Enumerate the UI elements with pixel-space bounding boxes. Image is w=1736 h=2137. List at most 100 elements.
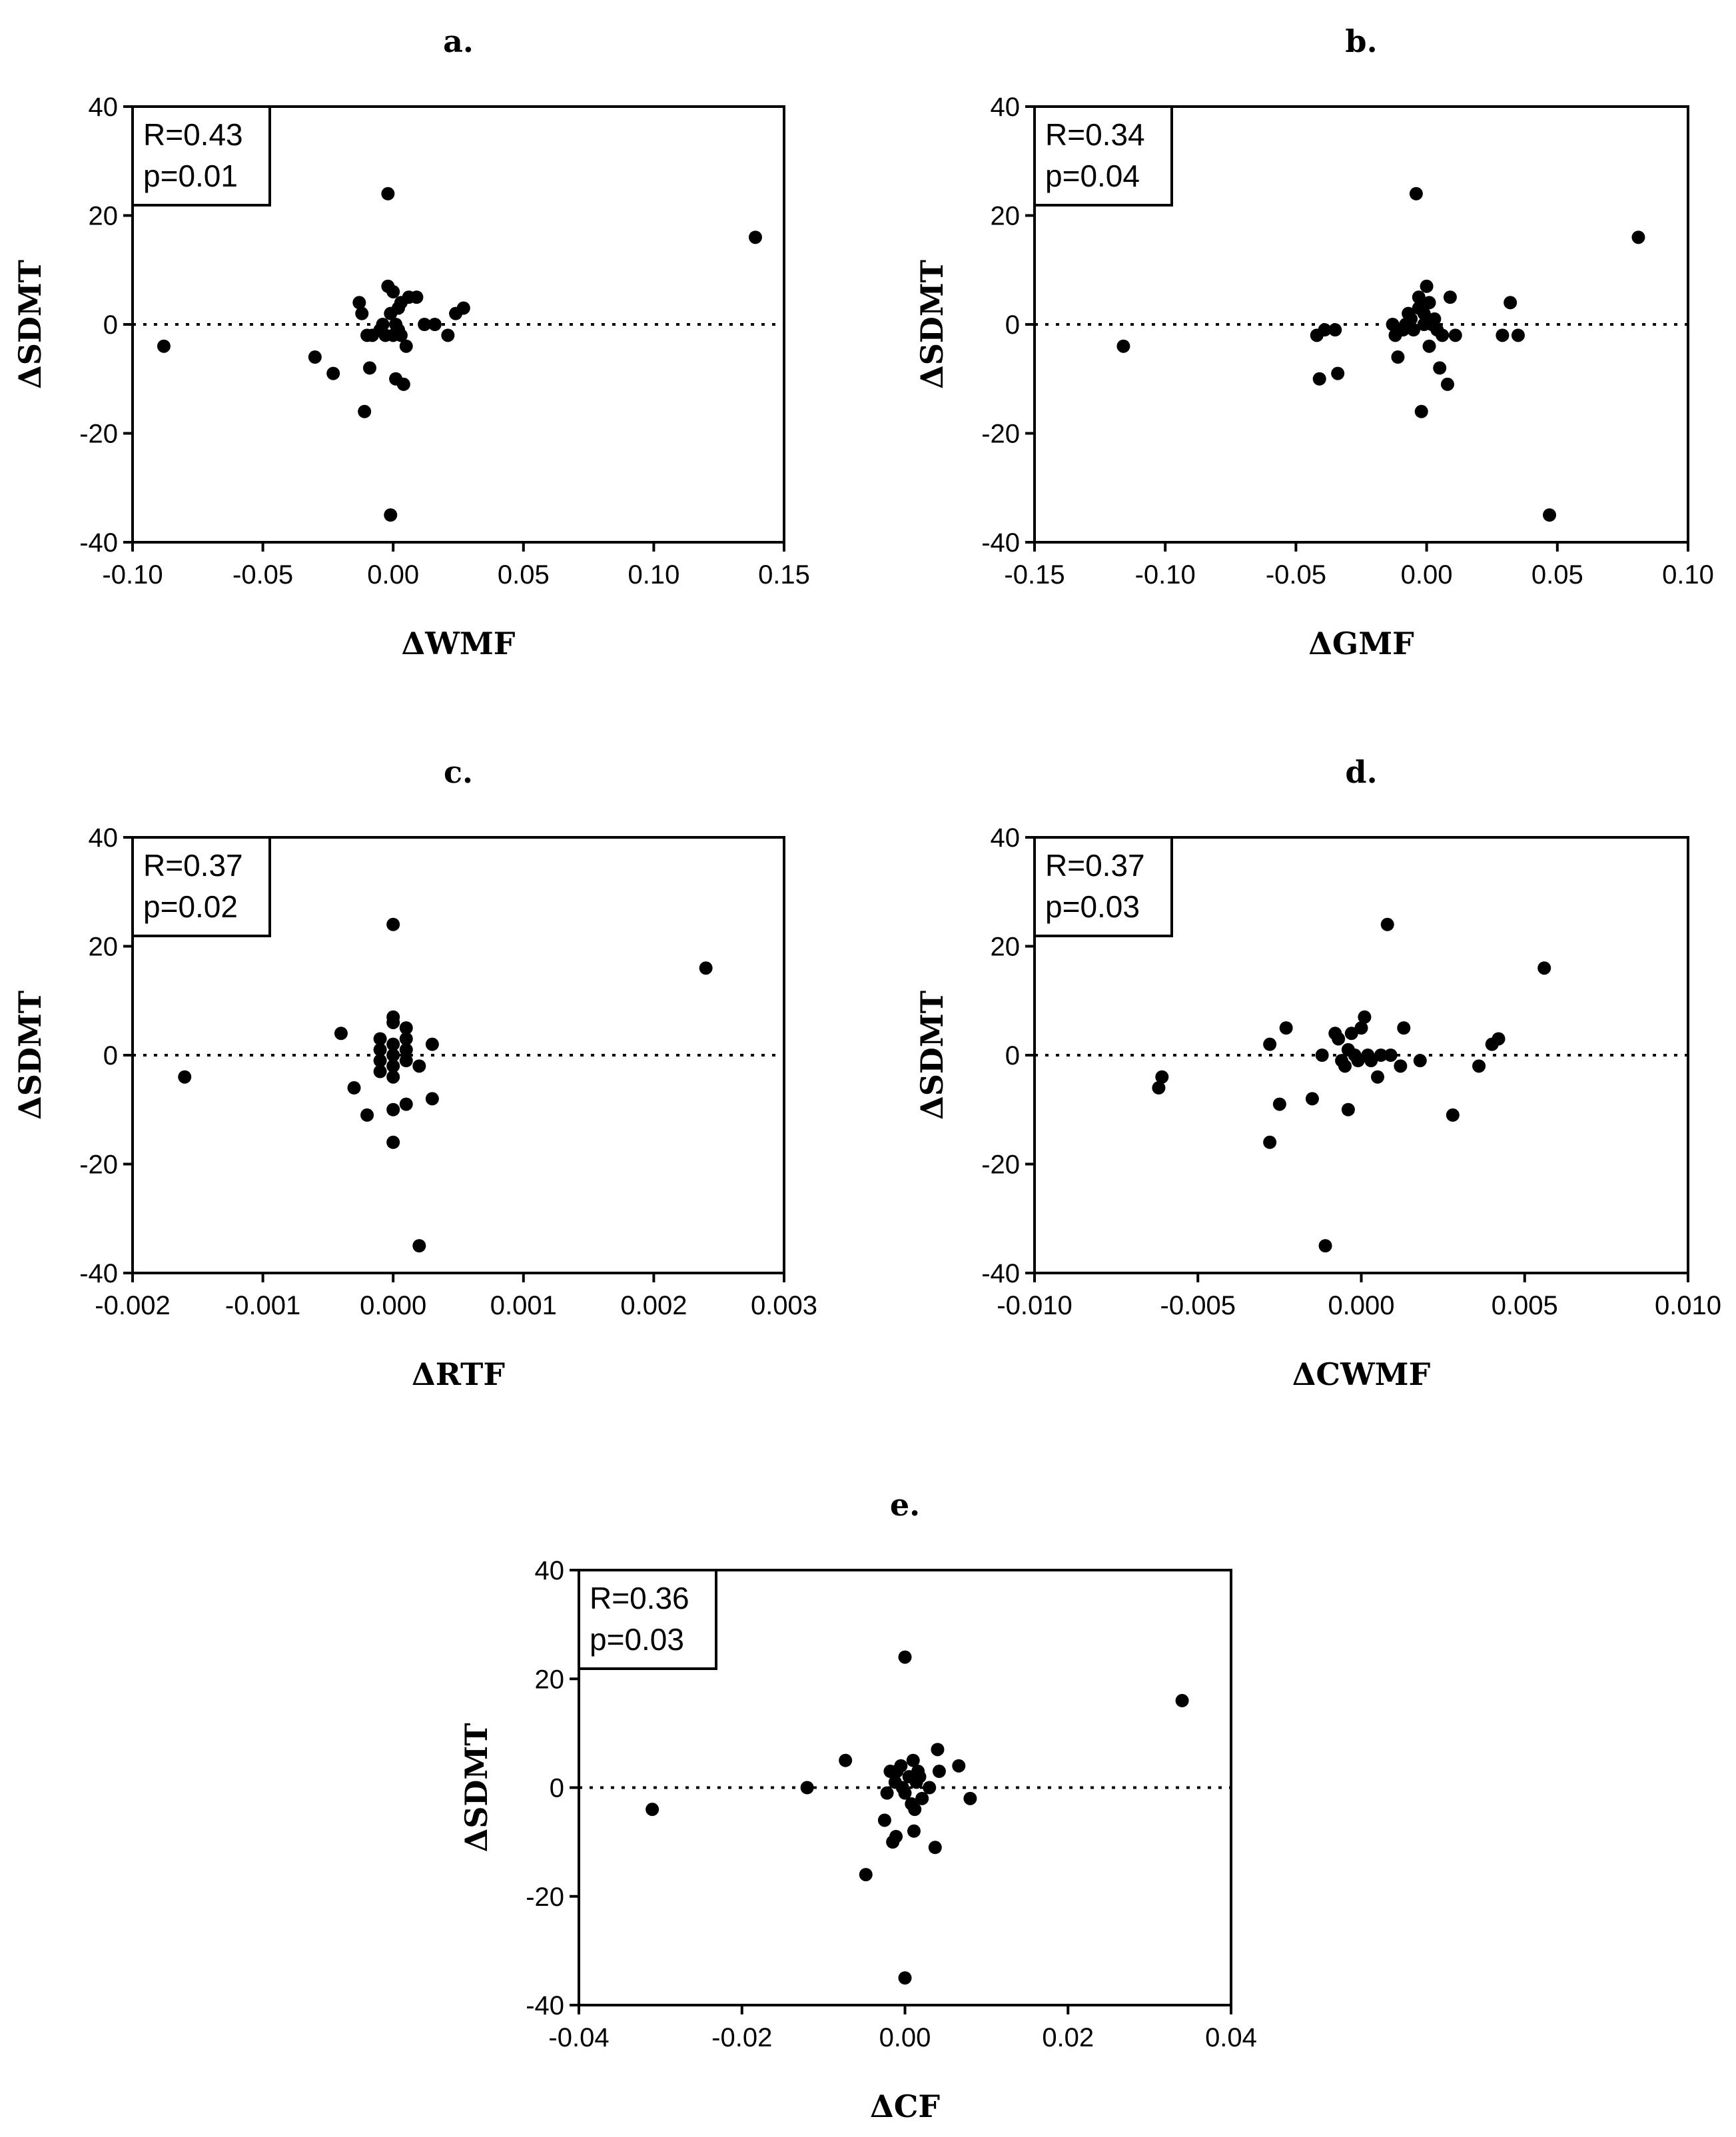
- data-point: [1332, 1032, 1346, 1046]
- y-tick-label: 20: [991, 933, 1021, 962]
- data-point: [877, 1813, 891, 1827]
- y-tick-label: 0: [1005, 310, 1020, 340]
- y-axis-title: ΔSDMT: [12, 260, 48, 389]
- data-point: [399, 339, 413, 353]
- y-tick-label: 40: [991, 93, 1021, 122]
- data-point: [386, 1049, 400, 1062]
- x-tick-label: 0.000: [1328, 1291, 1394, 1320]
- x-tick-label: -0.10: [1135, 560, 1196, 590]
- data-point: [1496, 328, 1510, 342]
- data-point: [748, 230, 762, 244]
- data-point: [1328, 323, 1342, 337]
- data-point: [399, 1043, 413, 1057]
- data-point: [399, 1032, 413, 1046]
- data-point: [425, 1037, 439, 1051]
- data-point: [1374, 1049, 1388, 1062]
- data-point: [907, 1824, 921, 1838]
- data-point: [373, 1054, 387, 1068]
- panel-e: e. -40 -20 0 20 40 -0.04 -0.02 0.00 0.02 0.04 ΔCF ΔS…: [458, 1487, 1257, 2124]
- p-value: p=0.03: [590, 1622, 684, 1657]
- data-point: [1305, 1092, 1319, 1106]
- data-point: [1344, 1027, 1358, 1041]
- data-point: [386, 917, 400, 931]
- stats-box: [131, 105, 271, 207]
- data-point: [1448, 328, 1462, 342]
- x-tick-label: -0.005: [1160, 1291, 1236, 1320]
- data-point: [425, 1092, 439, 1106]
- x-tick-label: -0.002: [95, 1291, 170, 1320]
- panel-b: b. -40 -20 0 20 40 -0.15 -0.10 -0.05 0.00 0.05 0.10…: [914, 23, 1714, 661]
- data-point: [1341, 1102, 1355, 1116]
- data-point: [1433, 361, 1447, 375]
- data-point: [358, 404, 372, 418]
- data-point: [412, 1059, 426, 1073]
- data-point: [1543, 508, 1557, 522]
- stats-box: [1033, 105, 1173, 207]
- data-point: [1371, 1070, 1385, 1084]
- stats-box: [578, 1569, 717, 1670]
- data-point: [347, 1081, 361, 1095]
- data-point: [326, 366, 340, 380]
- data-point: [1331, 366, 1345, 380]
- data-point: [839, 1753, 853, 1767]
- y-tick-label: -40: [981, 1259, 1020, 1288]
- data-point: [800, 1781, 814, 1795]
- data-point: [399, 1054, 413, 1068]
- data-point: [1364, 1054, 1378, 1068]
- data-point: [1263, 1135, 1277, 1149]
- data-point: [384, 508, 398, 522]
- data-point: [1422, 296, 1436, 310]
- panel-d: d. -40 -20 0 20 40 -0.010 -0.005 0.000 0.005 0.010…: [914, 754, 1721, 1392]
- data-point: [1384, 1049, 1398, 1062]
- data-point: [898, 1650, 912, 1664]
- panel-a: a. -40 -20 0 20 40 -0.10 -0.05 0.00 0.05 0.10 0.15 Δ…: [12, 23, 810, 661]
- data-point: [1436, 328, 1450, 342]
- x-tick-label: 0.05: [498, 560, 550, 590]
- r-value: R=0.37: [1045, 848, 1145, 883]
- data-point: [1428, 312, 1442, 326]
- data-point: [1354, 1021, 1368, 1035]
- y-tick-label: 40: [89, 93, 119, 122]
- p-value: p=0.03: [1045, 889, 1140, 924]
- y-tick-label: -40: [79, 1259, 118, 1288]
- x-tick-label: 0.04: [1205, 2023, 1257, 2052]
- data-point: [396, 377, 410, 391]
- y-tick-label: 20: [89, 933, 119, 962]
- data-point: [399, 1021, 413, 1035]
- y-tick-label: -40: [79, 528, 118, 558]
- y-tick-label: 0: [1005, 1041, 1020, 1070]
- data-point: [1272, 1097, 1286, 1111]
- x-tick-label: 0.05: [1531, 560, 1583, 590]
- data-point: [373, 1043, 387, 1057]
- y-tick-label: 40: [991, 823, 1021, 853]
- data-point: [952, 1759, 966, 1773]
- data-point: [1422, 339, 1436, 353]
- data-point: [1312, 372, 1326, 386]
- p-value: p=0.02: [143, 889, 238, 924]
- x-tick-label: 0.00: [367, 560, 419, 590]
- r-value: R=0.43: [143, 117, 243, 152]
- y-axis-title: ΔSDMT: [914, 260, 950, 389]
- r-value: R=0.34: [1045, 117, 1145, 152]
- data-point: [308, 350, 322, 364]
- y-tick-label: 0: [103, 310, 118, 340]
- stats-box: [1033, 836, 1173, 937]
- data-point: [386, 1015, 400, 1029]
- data-point: [376, 318, 390, 331]
- data-point: [1318, 323, 1332, 337]
- data-point: [1413, 1054, 1427, 1068]
- x-tick-label: 0.00: [879, 2023, 931, 2052]
- data-point: [1152, 1081, 1166, 1095]
- data-point: [386, 284, 400, 298]
- y-tick-label: -20: [79, 420, 118, 449]
- data-point: [178, 1070, 192, 1084]
- data-point: [1631, 230, 1645, 244]
- data-point: [1386, 318, 1400, 331]
- data-point: [1492, 1032, 1506, 1046]
- data-point: [157, 339, 171, 353]
- y-tick-label: -40: [981, 528, 1020, 558]
- r-value: R=0.37: [143, 848, 243, 883]
- panel-c: c. -40 -20 0 20 40 -0.002 -0.001 0.000 0.001 0.002…: [12, 754, 817, 1392]
- data-point: [1443, 290, 1457, 304]
